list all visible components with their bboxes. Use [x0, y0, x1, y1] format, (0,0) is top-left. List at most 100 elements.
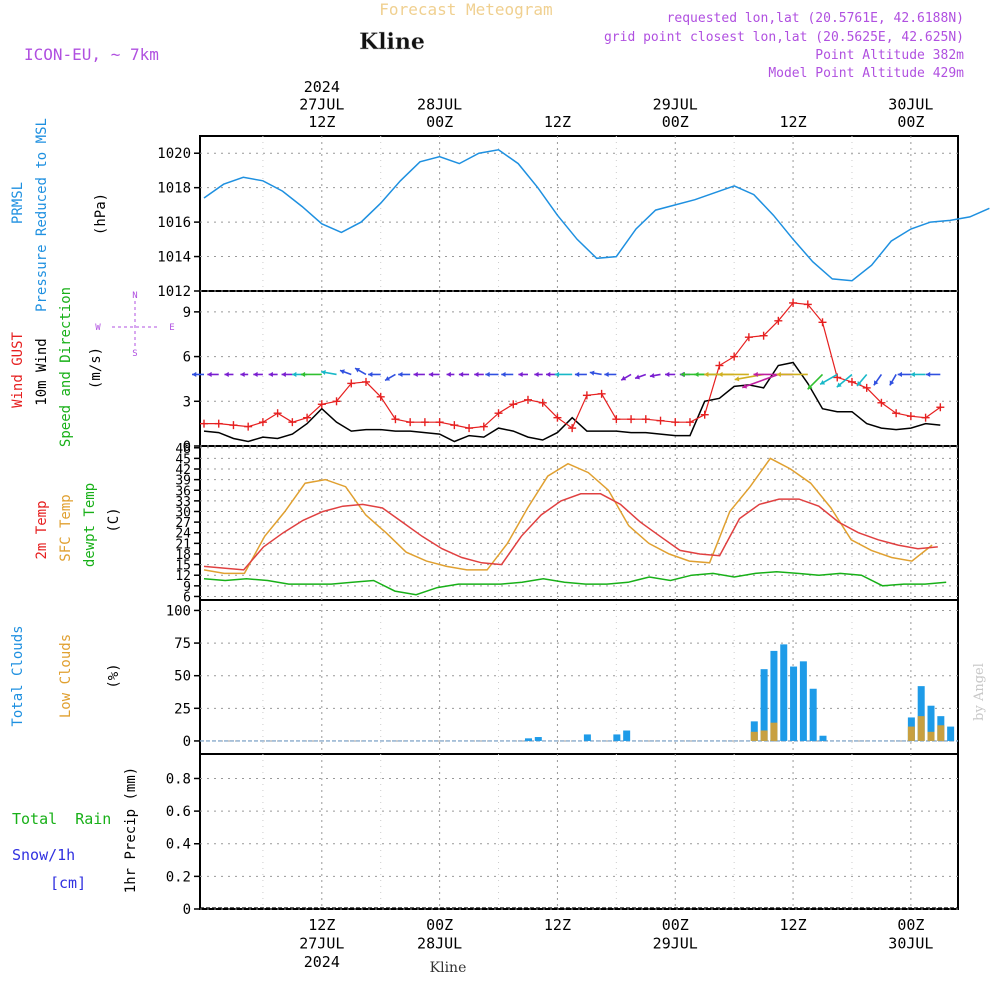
gust-marker [391, 415, 400, 424]
wind-arrow [501, 371, 514, 378]
snow-legend: Snow/1h [12, 846, 75, 864]
wind-arrow [718, 371, 749, 378]
precip-tick-label: 0.4 [166, 837, 191, 853]
gust-marker [862, 383, 871, 392]
bottom-time-label: 27JUL [299, 935, 344, 953]
temp-unit-label: (C) [106, 507, 122, 532]
temperature-tick-label: 15 [175, 559, 191, 574]
total-cloud-bar [927, 705, 935, 741]
wind-unit-label: (m/s) [88, 347, 104, 389]
gust-marker [347, 379, 356, 388]
total-cloud-bar [623, 730, 631, 741]
temperature-tick-label: 12 [175, 569, 191, 584]
gust-marker [435, 418, 444, 427]
bottom-time-label: 28JUL [417, 935, 462, 953]
wind-arrow [398, 371, 411, 378]
total-cloud-bar [534, 737, 542, 741]
wind-arrow [604, 371, 617, 378]
temperature-tick-label: 39 [175, 474, 191, 489]
compass-w: W [95, 323, 101, 333]
gust-marker [361, 377, 370, 386]
gust-marker [877, 398, 886, 407]
wind-arrow [300, 371, 322, 378]
gust-marker [818, 318, 827, 327]
gust-marker [921, 413, 930, 422]
snow-unit-legend: [cm] [50, 874, 86, 892]
gust-marker [892, 409, 901, 418]
temperature-tick-label: 24 [175, 527, 191, 542]
total-cloud-bar [583, 734, 591, 741]
bottom-time-label: 00Z [897, 916, 924, 934]
total-cloud-bar [750, 721, 758, 741]
pressure-unit-label: (hPa) [93, 193, 109, 235]
low-cloud-bar [927, 731, 935, 741]
wind-arrow [819, 373, 838, 386]
top-time-label: 00Z [897, 113, 924, 131]
total-cloud-bar [809, 688, 817, 741]
gust-marker [700, 410, 709, 419]
top-time-label: 12Z [780, 113, 807, 131]
gust-marker [523, 395, 532, 404]
gust-marker [200, 419, 208, 428]
gust-marker [406, 418, 415, 427]
gust-marker [671, 418, 680, 427]
gust-marker [612, 415, 621, 424]
gust-marker [597, 389, 606, 398]
pressure-tick-label: 1016 [157, 215, 191, 231]
gridpoint-coords: grid point closest lon,lat (20.5625E, 42… [604, 30, 964, 45]
gust-marker [273, 409, 282, 418]
top-time-label: 27JUL [299, 96, 344, 114]
clouds-tick-label: 50 [174, 669, 191, 685]
pressure-tick-label: 1018 [157, 181, 191, 197]
total-cloud-bar [790, 666, 798, 741]
low-cloud-bar [770, 722, 778, 741]
temperature-tick-label: 27 [175, 516, 191, 531]
wind-arrow [554, 371, 573, 378]
gust-line [204, 302, 941, 430]
wind-arrow [741, 373, 779, 389]
pressure-panel [199, 135, 959, 292]
top-time-label: 30JUL [888, 96, 933, 114]
total-cloud-bar [947, 726, 955, 741]
compass-e: E [169, 323, 174, 333]
low-cloud-bar [750, 731, 758, 741]
prmsl-label: PRMSL [10, 182, 26, 224]
gust-marker [847, 377, 856, 386]
gust-marker [568, 424, 577, 433]
footer-location: Kline [430, 960, 467, 976]
compass-s: S [132, 349, 137, 359]
wind-arrow [574, 371, 587, 378]
gust-marker [479, 422, 488, 431]
requested-coords: requested lon,lat (20.5761E, 42.6188N) [667, 11, 964, 26]
wind10m-line [203, 361, 941, 443]
location-title: Kline [359, 29, 425, 55]
gust-marker [538, 398, 547, 407]
bottom-time-label: 00Z [662, 916, 689, 934]
gust-marker [715, 361, 724, 370]
clouds-panel [199, 599, 959, 755]
dewpt-label: dewpt Temp [82, 483, 98, 567]
total-cloud-bar [780, 644, 788, 741]
low-cloud-bar [907, 726, 915, 741]
gust-marker [450, 421, 459, 430]
wind-arrow [458, 371, 470, 378]
gust-marker [936, 403, 945, 412]
wind-arrow [192, 371, 204, 378]
total-cloud-bar [524, 738, 532, 741]
wind-arrow [620, 373, 632, 381]
credit-watermark: by Angel [972, 663, 987, 721]
wind-arrow [413, 371, 425, 378]
wind-arrow [649, 373, 661, 379]
pressure-tick-label: 1020 [157, 146, 191, 162]
precip-tick-label: 0 [183, 902, 191, 918]
wind-arrow [207, 371, 219, 378]
gust-marker [509, 400, 518, 409]
wind-arrow [281, 371, 293, 378]
wind-arrow [268, 371, 278, 378]
grid-layer [200, 136, 958, 910]
gust-marker [627, 415, 636, 424]
gust-marker [906, 412, 915, 421]
total-cloud-bar [799, 661, 807, 741]
prmsl-line [203, 149, 990, 282]
